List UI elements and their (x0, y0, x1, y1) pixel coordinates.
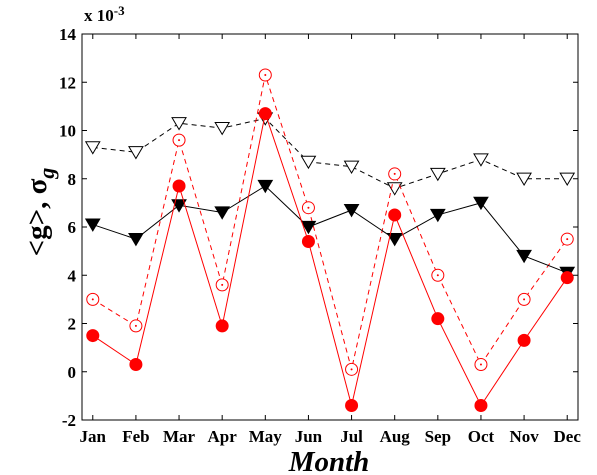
data-point (128, 146, 144, 160)
data-point (86, 292, 100, 306)
series-0 (84, 179, 576, 281)
data-point (388, 208, 402, 222)
data-point (84, 141, 101, 155)
data-point (343, 204, 360, 218)
data-point (517, 292, 531, 306)
series-line (92, 185, 568, 274)
data-point (516, 249, 532, 264)
data-point (214, 121, 231, 136)
x-tick-label: Mar (163, 427, 196, 446)
x-tick-label: Dec (554, 427, 582, 446)
x-axis-label: Month (288, 446, 370, 475)
x-tick-label: Oct (468, 427, 495, 446)
y-tick-label: 4 (68, 266, 77, 285)
series-2 (86, 107, 574, 413)
data-point (258, 68, 272, 82)
data-point (517, 333, 531, 347)
data-point (516, 172, 532, 187)
data-point (86, 329, 100, 343)
y-tick-label: 10 (59, 122, 76, 141)
data-point (300, 155, 317, 170)
series-1 (84, 112, 576, 196)
series-line (92, 117, 568, 189)
data-point (343, 160, 360, 174)
data-point (473, 153, 489, 167)
y-tick-label: 6 (68, 218, 77, 237)
data-point (559, 172, 576, 187)
series-layer (84, 68, 576, 413)
series-3 (86, 68, 574, 376)
data-point (345, 362, 359, 376)
data-point (386, 232, 403, 247)
x-tick-label: Jul (340, 427, 363, 446)
x-tick-label: Jun (295, 427, 323, 446)
data-point (215, 278, 229, 292)
data-point (257, 179, 274, 194)
data-point (129, 358, 143, 372)
y-axis-multiplier: x 10-3 (84, 3, 125, 25)
data-point (258, 107, 272, 121)
x-tick-label: Apr (208, 427, 238, 446)
series-line (92, 73, 568, 370)
data-point (300, 220, 317, 235)
x-tick-label: Jan (80, 427, 107, 446)
data-point (431, 312, 445, 326)
data-point (473, 196, 489, 211)
x-tick-label: Sep (425, 427, 451, 446)
y-tick-label: -2 (62, 411, 76, 430)
data-point (474, 358, 488, 372)
data-point (301, 234, 315, 248)
data-point (429, 167, 446, 182)
data-point (129, 319, 143, 333)
x-tick-label: Aug (380, 427, 411, 446)
data-point (172, 179, 186, 193)
data-point (474, 399, 488, 413)
data-point (431, 268, 445, 282)
data-point (84, 218, 101, 232)
data-point (171, 117, 187, 131)
data-point (560, 232, 574, 246)
y-tick-label: 14 (59, 25, 77, 44)
y-axis-label: <g>, σg (21, 168, 59, 257)
x-tick-label: May (249, 427, 283, 446)
x-tick-label: Feb (122, 427, 149, 446)
y-tick-label: 12 (59, 73, 76, 92)
y-tick-label: 2 (68, 315, 77, 334)
y-tick-label: 8 (68, 170, 77, 189)
y-tick-label: 0 (68, 363, 77, 382)
data-point (345, 399, 359, 413)
data-point (172, 133, 186, 147)
plot-area-frame (81, 33, 579, 421)
axis-ticks: -2 0 2 4 6 8 10 12 14 Jan Feb Mar Apr May Jun Jul Aug Sep… (59, 25, 581, 446)
data-point (171, 199, 187, 213)
data-point (429, 208, 446, 223)
data-point (215, 319, 229, 333)
data-point (560, 271, 574, 285)
data-point (301, 201, 315, 215)
data-point (214, 206, 231, 220)
data-point (128, 232, 144, 247)
x-tick-label: Nov (509, 427, 539, 446)
data-point (388, 167, 402, 181)
series-line (92, 111, 568, 407)
